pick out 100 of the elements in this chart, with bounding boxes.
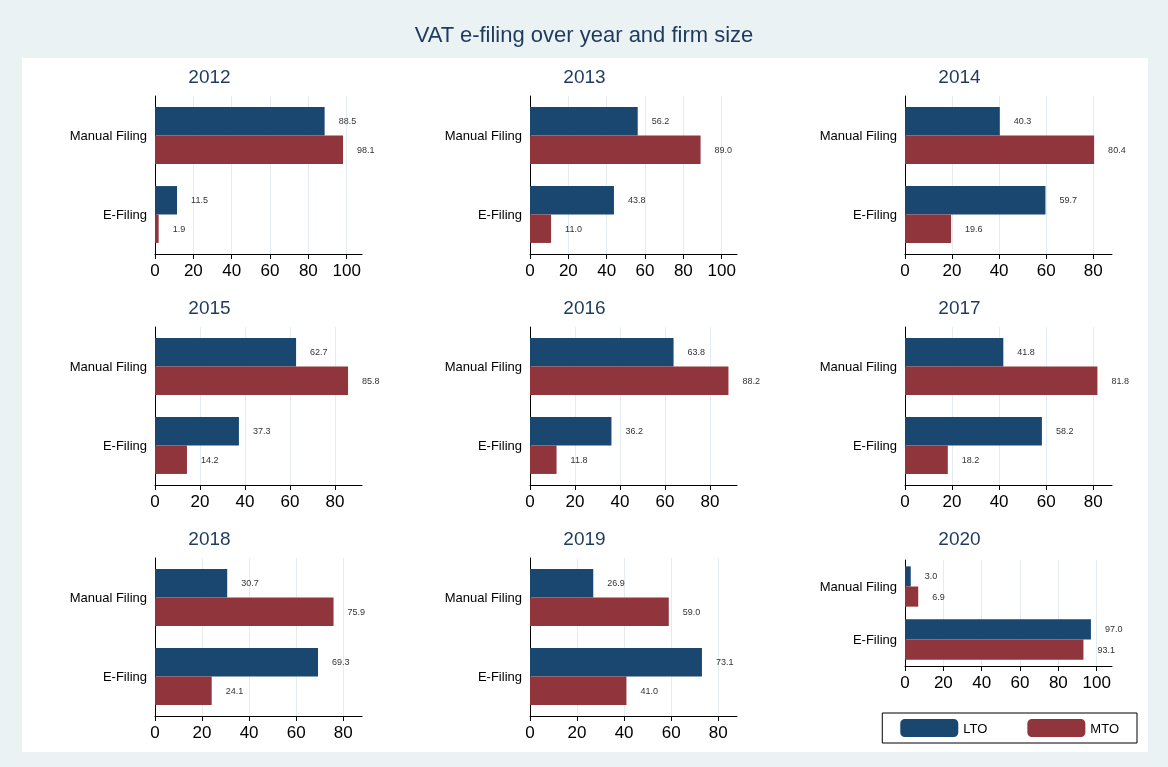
data-label: 59.0	[682, 606, 701, 617]
x-tick-label: 40	[597, 261, 617, 280]
bar	[530, 338, 674, 367]
y-tick-label: E-Filing	[852, 632, 897, 647]
y-tick-label: Manual Filing	[819, 359, 897, 374]
data-label: 75.9	[347, 606, 366, 617]
data-label: 93.1	[1097, 644, 1115, 655]
data-label: 88.5	[338, 116, 357, 127]
legend-label: LTO	[963, 720, 988, 736]
y-tick-label: E-Filing	[852, 438, 897, 453]
x-tick-label: 60	[661, 723, 681, 742]
x-tick-label: 80	[1083, 492, 1103, 511]
x-tick-label: 100	[1082, 673, 1111, 692]
y-tick-label: Manual Filing	[444, 128, 522, 143]
data-label: 97.0	[1104, 624, 1123, 635]
y-tick-label: Manual Filing	[69, 590, 147, 605]
x-tick-label: 0	[525, 261, 535, 280]
bar	[530, 648, 702, 677]
x-tick-label: 20	[192, 723, 212, 742]
data-label: 30.7	[241, 578, 259, 589]
data-label: 63.8	[687, 347, 706, 358]
bar	[155, 417, 239, 446]
data-label: 88.2	[742, 375, 760, 386]
x-tick-label: 20	[565, 492, 585, 511]
data-label: 14.2	[200, 454, 219, 465]
text: VAT e-filing over year and firm size	[413, 22, 755, 48]
bar	[905, 445, 948, 474]
data-label: 89.0	[714, 144, 733, 155]
bar	[905, 214, 952, 243]
x-tick-label: 0	[150, 723, 160, 742]
bar	[155, 366, 349, 395]
bar	[530, 107, 638, 136]
x-tick-label: 40	[610, 492, 630, 511]
bar	[530, 417, 612, 446]
chart-title: 2019	[563, 528, 606, 549]
y-tick-label: E-Filing	[102, 438, 147, 453]
x-tick-label: 80	[298, 261, 318, 280]
y-tick-label: E-Filing	[102, 207, 147, 222]
bar	[530, 366, 729, 395]
x-tick-label: 80	[708, 723, 728, 742]
x-tick-label: 80	[700, 492, 720, 511]
x-tick-label: 0	[525, 492, 535, 511]
chart-title: 2017	[938, 297, 981, 318]
data-label: 98.1	[357, 144, 375, 155]
x-tick-label: 0	[900, 492, 910, 511]
bar	[530, 676, 627, 705]
y-tick-label: E-Filing	[102, 669, 147, 684]
bar	[155, 186, 178, 215]
bar	[905, 639, 1084, 660]
data-label: 6.9	[932, 591, 945, 602]
data-label: 69.3	[332, 657, 350, 668]
x-tick-label: 80	[333, 723, 353, 742]
data-label: 59.7	[1059, 195, 1077, 206]
y-tick-label: E-Filing	[477, 438, 522, 453]
data-label: 11.0	[565, 223, 582, 234]
x-tick-label: 60	[260, 261, 280, 280]
x-tick-label: 40	[989, 261, 1009, 280]
y-tick-label: Manual Filing	[69, 359, 147, 374]
bar	[155, 597, 334, 626]
data-label: 58.2	[1055, 426, 1074, 437]
data-label: 37.3	[252, 426, 271, 437]
x-tick-label: 40	[235, 492, 255, 511]
x-tick-label: 40	[614, 723, 634, 742]
chart-title: 2013	[563, 66, 606, 87]
x-tick-label: 0	[150, 492, 160, 511]
data-label: 18.2	[961, 454, 980, 465]
data-label: 56.2	[651, 116, 670, 127]
x-tick-label: 60	[1010, 673, 1030, 692]
data-label: 41.8	[1017, 347, 1035, 358]
bar	[155, 338, 297, 367]
x-tick-label: 20	[190, 492, 210, 511]
x-tick-label: 80	[1048, 673, 1068, 692]
x-tick-label: 20	[942, 261, 962, 280]
data-label: 73.1	[715, 657, 734, 668]
y-tick-label: Manual Filing	[819, 128, 897, 143]
x-tick-label: 0	[900, 261, 910, 280]
x-tick-label: 80	[1083, 261, 1103, 280]
y-tick-label: E-Filing	[477, 207, 522, 222]
bar	[530, 186, 614, 215]
x-tick-label: 80	[673, 261, 693, 280]
bar	[905, 107, 1000, 136]
bar	[530, 445, 557, 474]
legend-label: MTO	[1090, 720, 1120, 736]
bar	[905, 566, 911, 587]
data-label: 19.6	[965, 223, 983, 234]
chart-title: 2018	[188, 528, 231, 549]
bar	[155, 676, 212, 705]
bar	[155, 107, 325, 136]
chart-title: 2015	[188, 297, 231, 318]
x-tick-label: 0	[525, 723, 535, 742]
data-label: 11.5	[191, 195, 208, 206]
bar	[905, 338, 1004, 367]
x-tick-label: 60	[1036, 492, 1056, 511]
data-label: 80.4	[1108, 144, 1126, 155]
bar	[530, 214, 552, 243]
x-tick-label: 60	[635, 261, 655, 280]
x-tick-label: 20	[558, 261, 578, 280]
x-tick-label: 60	[280, 492, 300, 511]
bar	[530, 597, 669, 626]
y-tick-label: E-Filing	[477, 669, 522, 684]
